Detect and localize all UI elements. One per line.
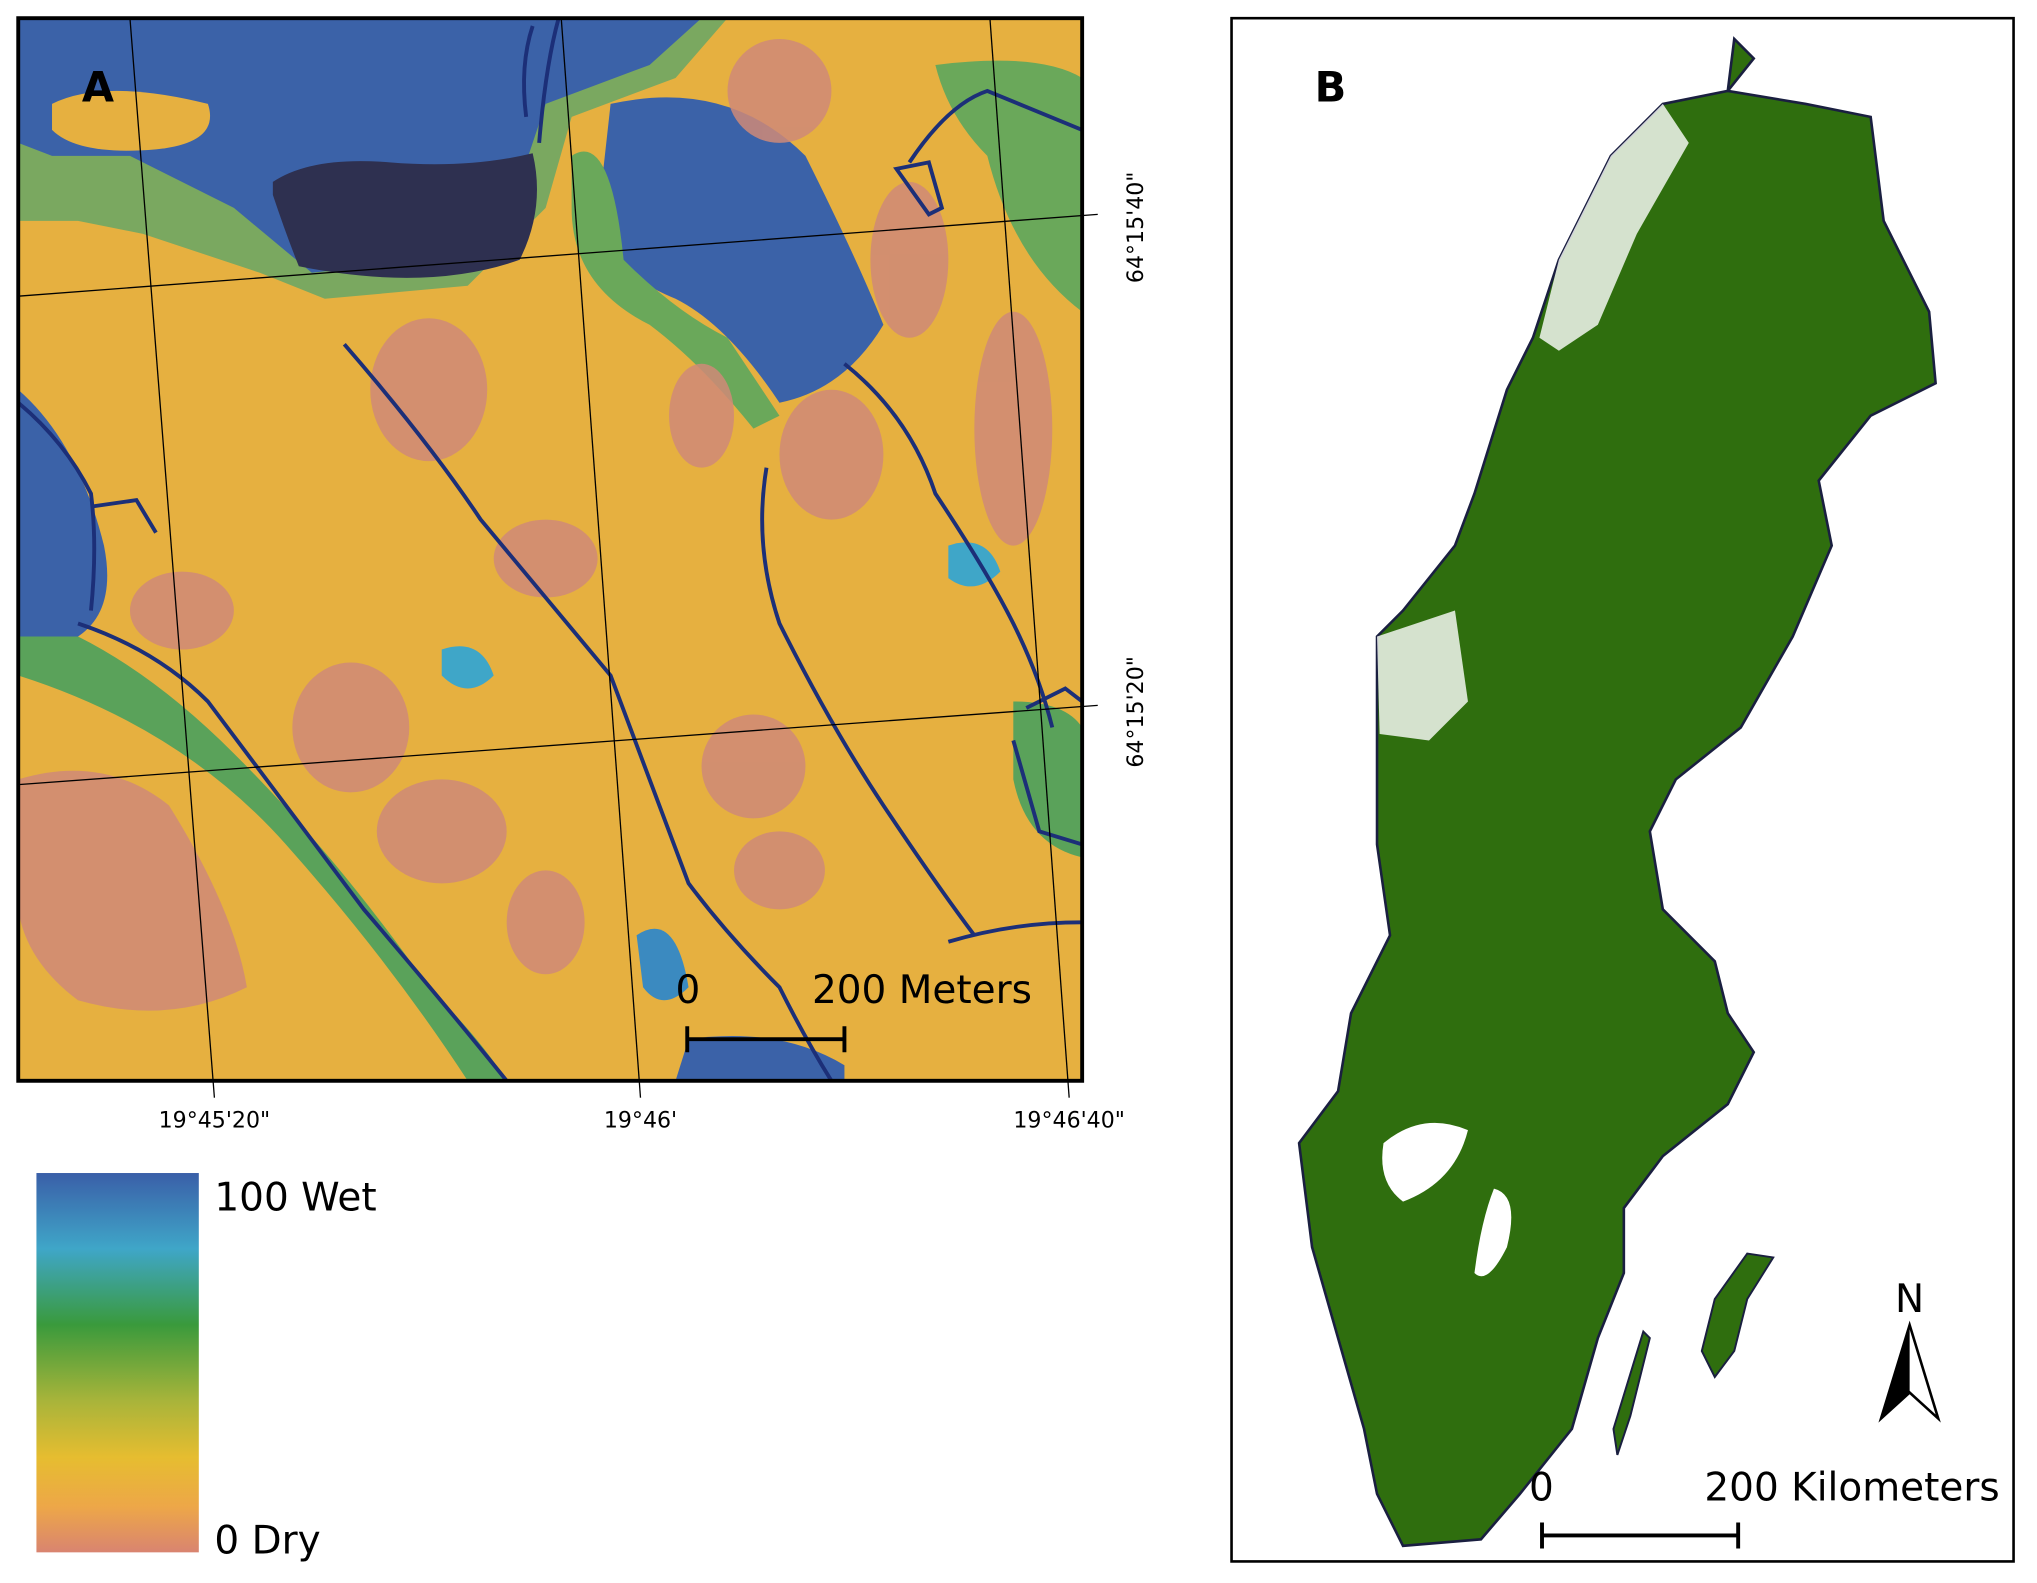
scale-start: 0 [676,968,701,1013]
longitude-label: 19°46'40" [1013,1109,1125,1134]
scale-end: 200 Meters [812,968,1032,1013]
panel-a-frame [16,16,1085,1083]
panel-label: A [82,62,114,111]
scale-bar [1540,1522,1741,1549]
scale-end: 200 Kilometers [1704,1465,1999,1510]
graticule [18,18,1098,1098]
wetness-map [18,18,1083,1081]
legend-high: 100 Wet [214,1176,376,1221]
longitude-label: 19°45'20" [159,1109,271,1134]
scale-start: 0 [1529,1465,1554,1510]
north-label: N [1895,1277,1924,1322]
latitude-label: 64°15'40" [1124,172,1149,284]
longitude-label: 19°46' [604,1109,677,1134]
forest-map [1297,36,1937,1548]
scale-bar [685,1026,847,1053]
latitude-label: 64°15'20" [1124,656,1149,768]
legend-ramp [36,1173,199,1553]
north-arrow-shade [1881,1325,1910,1419]
panel-label: B [1315,62,1347,111]
legend-low: 0 Dry [214,1519,320,1564]
